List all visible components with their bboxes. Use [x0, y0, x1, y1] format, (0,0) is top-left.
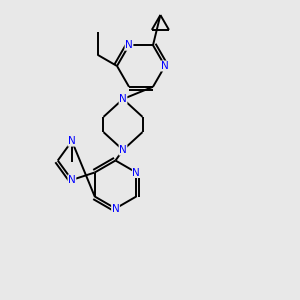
Text: N: N — [125, 40, 133, 50]
Text: N: N — [119, 94, 127, 104]
Text: N: N — [132, 167, 140, 178]
Text: N: N — [161, 61, 169, 71]
Text: N: N — [119, 145, 127, 155]
Text: N: N — [68, 175, 76, 185]
Text: N: N — [112, 203, 119, 214]
Text: N: N — [68, 136, 76, 146]
